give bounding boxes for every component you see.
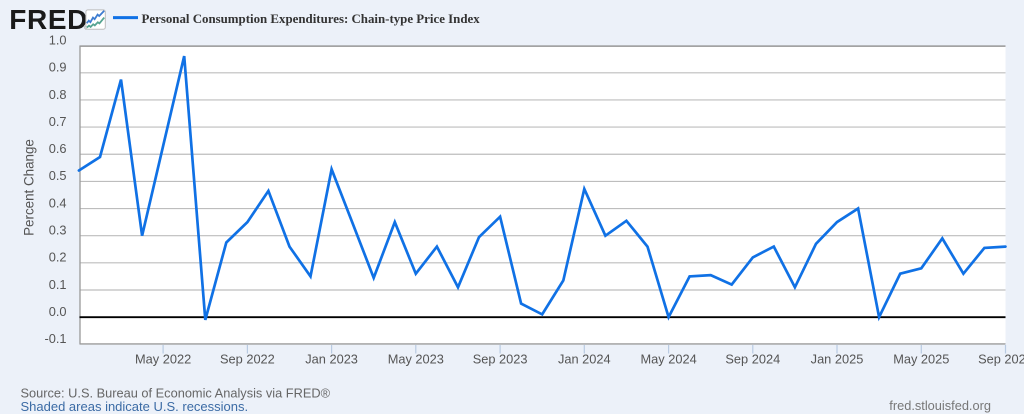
svg-text:Sep 2024: Sep 2024 — [725, 351, 780, 366]
svg-text:0.5: 0.5 — [49, 168, 67, 183]
svg-text:fred.stlouisfed.org: fred.stlouisfed.org — [889, 398, 991, 413]
svg-text:0.1: 0.1 — [49, 277, 67, 292]
svg-text:0.2: 0.2 — [49, 250, 67, 265]
svg-text:FRED: FRED — [9, 4, 88, 35]
svg-text:0.8: 0.8 — [49, 87, 67, 102]
svg-text:Sep 2023: Sep 2023 — [473, 351, 528, 366]
svg-text:0.3: 0.3 — [49, 223, 67, 238]
svg-text:May 2025: May 2025 — [893, 351, 949, 366]
svg-text:-0.1: -0.1 — [44, 331, 66, 346]
svg-text:0.9: 0.9 — [49, 60, 67, 75]
svg-text:Source: U.S. Bureau of Economi: Source: U.S. Bureau of Economic Analysis… — [21, 386, 331, 401]
svg-text:Jan 2025: Jan 2025 — [811, 351, 864, 366]
svg-text:Jan 2024: Jan 2024 — [558, 351, 611, 366]
svg-text:0.0: 0.0 — [49, 304, 67, 319]
svg-text:Percent Change: Percent Change — [22, 139, 37, 236]
svg-text:0.6: 0.6 — [49, 141, 67, 156]
svg-text:1.0: 1.0 — [49, 32, 67, 47]
svg-text:0.7: 0.7 — [49, 114, 67, 129]
svg-text:May 2024: May 2024 — [640, 351, 696, 366]
svg-text:Sep 2022: Sep 2022 — [220, 351, 275, 366]
svg-text:May 2023: May 2023 — [388, 351, 444, 366]
svg-text:Jan 2023: Jan 2023 — [305, 351, 358, 366]
svg-text:Shaded areas indicate U.S. rec: Shaded areas indicate U.S. recessions. — [21, 399, 249, 414]
svg-text:0.4: 0.4 — [49, 195, 67, 210]
svg-text:Sep 2025: Sep 2025 — [978, 351, 1024, 366]
svg-text:May 2022: May 2022 — [135, 351, 191, 366]
svg-text:Personal Consumption Expenditu: Personal Consumption Expenditures: Chain… — [142, 12, 481, 26]
